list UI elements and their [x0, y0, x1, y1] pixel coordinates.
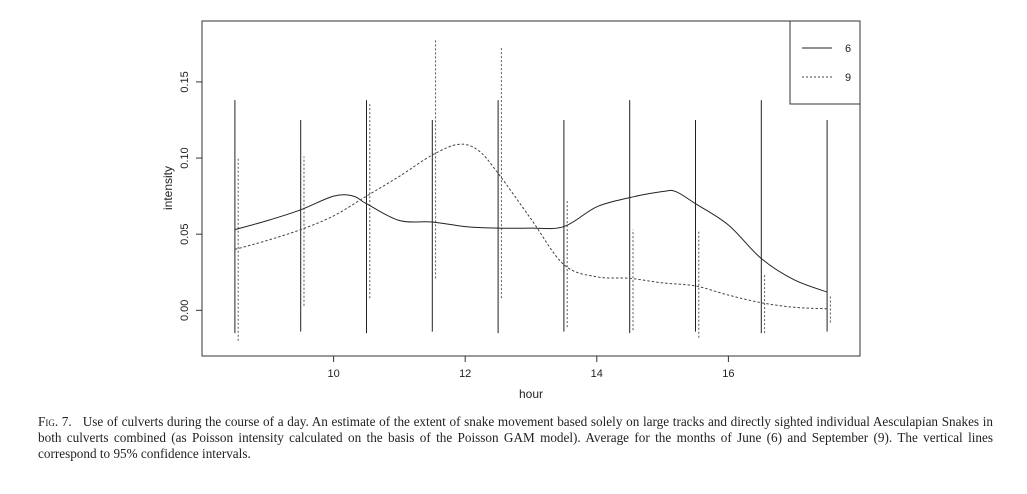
x-tick-label-16: 16 [722, 368, 734, 380]
y-axis-title: intensity [161, 166, 175, 210]
chart: 10 12 14 16 0.00 0.05 0.10 0.15 hour intensity… [161, 20, 861, 401]
y-tick-label-0.05: 0.05 [179, 223, 191, 244]
x-tick-label-10: 10 [327, 368, 339, 380]
figure-label: Fig. 7. [38, 414, 72, 429]
series-line-6 [234, 189, 828, 293]
y-axis: 0.00 0.05 0.10 0.15 [179, 71, 202, 321]
legend-label-6: 6 [845, 43, 851, 55]
series-lines [234, 143, 828, 310]
y-tick-label-0.00: 0.00 [179, 300, 191, 321]
y-tick-label-0.10: 0.10 [179, 147, 191, 168]
legend-label-9: 9 [845, 72, 851, 84]
confidence-intervals [234, 39, 831, 341]
caption-text: Use of culverts during the course of a d… [38, 414, 993, 461]
y-tick-label-0.15: 0.15 [179, 71, 191, 92]
series-line-9 [234, 143, 828, 310]
x-axis-title: hour [519, 387, 543, 401]
legend-box [789, 20, 861, 105]
x-tick-label-14: 14 [591, 368, 603, 380]
x-axis: 10 12 14 16 [327, 356, 735, 380]
x-tick-label-12: 12 [459, 368, 471, 380]
figure-caption: Fig. 7. Use of culverts during the cours… [38, 414, 993, 462]
legend: 6 9 [789, 20, 861, 105]
plot-frame [201, 20, 861, 357]
